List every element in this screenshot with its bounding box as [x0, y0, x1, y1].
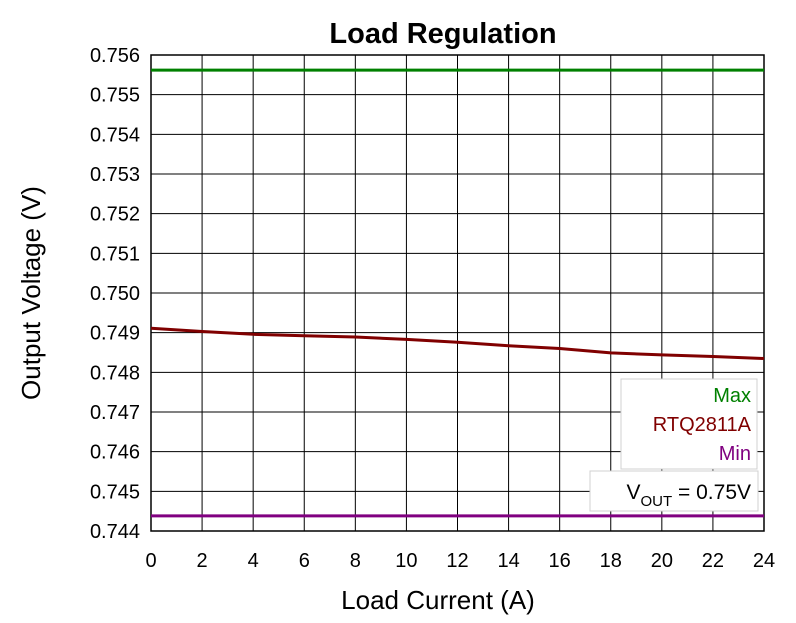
x-tick-label: 20 [651, 550, 673, 572]
legend-entry-min: Min [719, 443, 751, 465]
x-tick-label: 24 [753, 550, 775, 572]
legend: Max RTQ2811A Min [620, 378, 758, 470]
y-tick-label: 0.756 [90, 45, 140, 67]
x-tick-label: 18 [600, 550, 622, 572]
y-axis-label: Output Voltage (V) [16, 186, 46, 400]
x-tick-label: 16 [549, 550, 571, 572]
x-tick-label: 0 [145, 550, 156, 572]
series-lines [150, 68, 765, 518]
x-tick-label: 14 [497, 550, 519, 572]
plot-frame [150, 54, 765, 532]
series-line-rtq2811a [150, 326, 765, 360]
annotation-sub: OUT [641, 493, 673, 510]
x-tick-label: 12 [446, 550, 468, 572]
x-tick-label: 22 [702, 550, 724, 572]
annotation-text: VOUT = 0.75V [627, 481, 752, 510]
y-tick-label: 0.751 [90, 243, 140, 265]
chart-title: Load Regulation [329, 18, 556, 50]
y-tick-label: 0.746 [90, 442, 140, 464]
y-tick-label: 0.744 [90, 521, 140, 543]
y-tick-label: 0.749 [90, 323, 140, 345]
vout-annotation: VOUT = 0.75V [589, 470, 759, 512]
y-tick-label: 0.755 [90, 85, 140, 107]
x-tick-label: 10 [395, 550, 417, 572]
annotation-main: V [627, 481, 641, 504]
y-tick-label: 0.752 [90, 204, 140, 226]
x-tick-label: 8 [350, 550, 361, 572]
x-tick-label: 2 [197, 550, 208, 572]
y-axis-ticks: 0.744 0.745 0.746 0.747 0.748 0.749 0.750 0.751… [90, 45, 140, 543]
y-tick-label: 0.750 [90, 283, 140, 305]
y-tick-label: 0.747 [90, 402, 140, 424]
legend-box [620, 378, 758, 470]
x-axis-label: Load Current (A) [341, 585, 535, 615]
legend-entry-rtq2811a: RTQ2811A [653, 414, 752, 436]
annotation-box [589, 470, 759, 512]
y-tick-label: 0.754 [90, 124, 140, 146]
y-tick-label: 0.753 [90, 164, 140, 186]
y-tick-label: 0.745 [90, 481, 140, 503]
legend-entry-max: Max [713, 385, 751, 407]
x-tick-label: 4 [248, 550, 259, 572]
annotation-rest: = 0.75V [672, 481, 751, 504]
y-tick-label: 0.748 [90, 362, 140, 384]
x-tick-label: 6 [299, 550, 310, 572]
x-axis-ticks: 0 2 4 6 8 10 12 14 16 18 20 22 24 [145, 550, 775, 572]
